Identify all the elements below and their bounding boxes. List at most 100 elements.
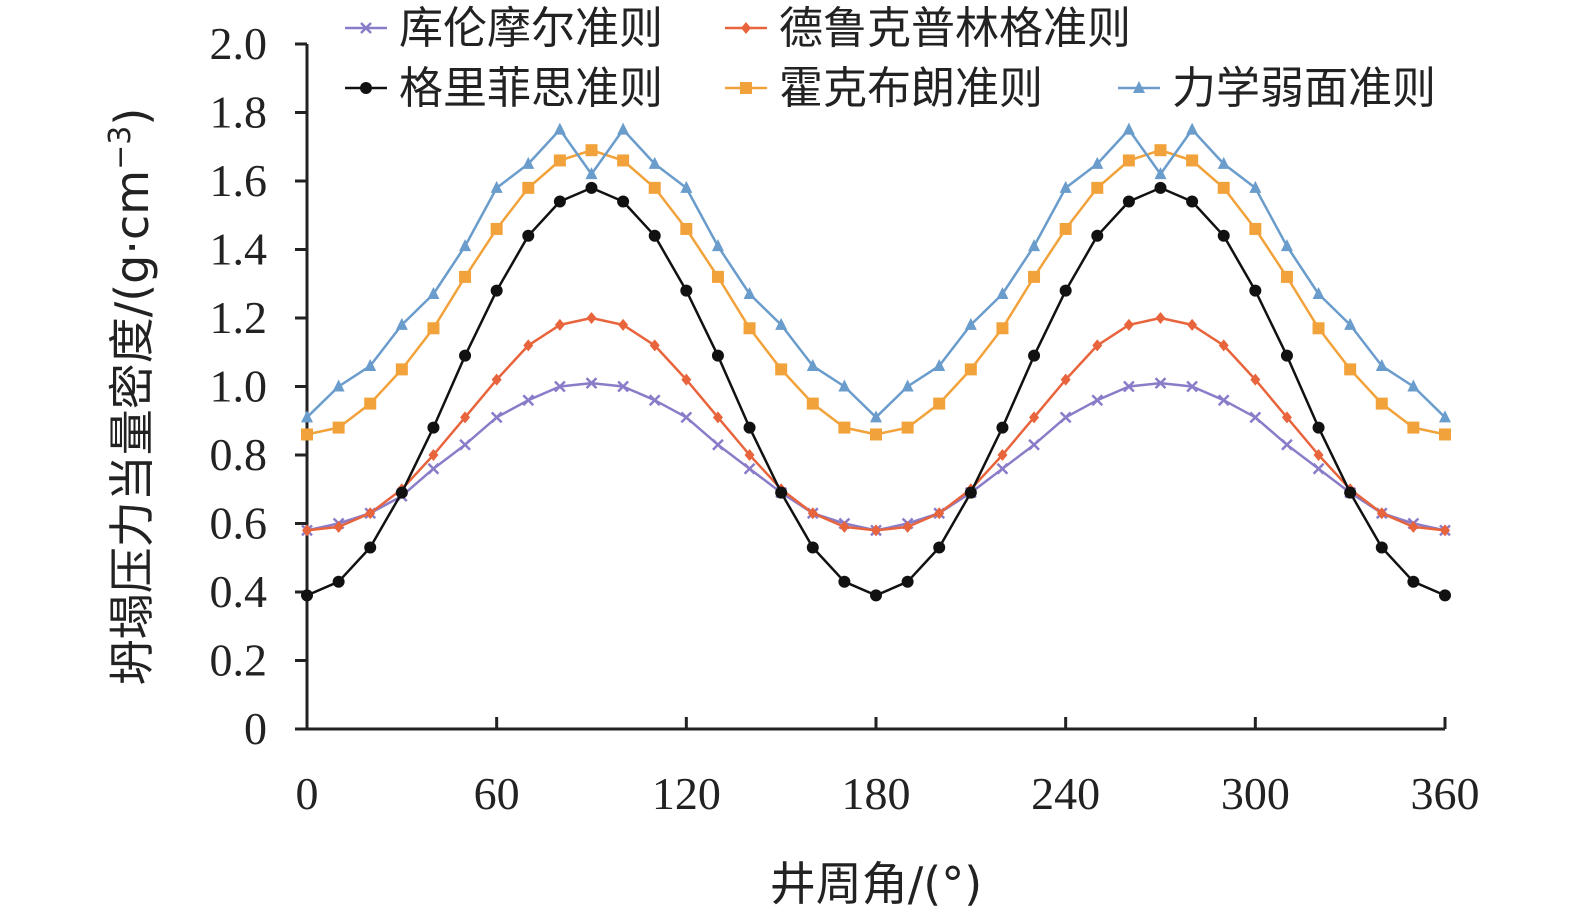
data-point (1280, 239, 1293, 252)
data-point (427, 322, 440, 335)
data-point (459, 438, 471, 451)
data-point (1439, 428, 1451, 441)
data-point (617, 380, 629, 393)
data-point (617, 122, 630, 135)
data-point (1059, 411, 1072, 424)
x-tick-label: 120 (652, 768, 721, 819)
data-point (1028, 239, 1041, 252)
data-point (649, 339, 660, 352)
legend-swatch-marker (1133, 81, 1145, 93)
data-point (1281, 411, 1292, 424)
data-point (1249, 284, 1262, 297)
data-point (1217, 394, 1230, 407)
data-point (553, 195, 566, 208)
legend-label: 德鲁克普林格准则 (779, 3, 1131, 54)
data-point (395, 486, 408, 499)
data-point (1375, 541, 1388, 554)
data-point (1186, 122, 1199, 135)
data-point (775, 317, 788, 330)
data-point (522, 156, 535, 169)
data-point (1249, 411, 1262, 424)
data-point (1091, 229, 1104, 242)
data-point (554, 318, 565, 331)
data-point (1217, 181, 1230, 194)
data-point (522, 229, 535, 242)
data-point (1029, 411, 1040, 424)
data-point (680, 180, 693, 193)
y-tick-label: 1.8 (210, 87, 268, 138)
data-point (806, 358, 819, 371)
data-point (1059, 284, 1072, 297)
data-point (997, 449, 1008, 461)
data-point (870, 428, 882, 441)
data-point (459, 270, 472, 283)
data-point (838, 575, 851, 588)
data-point (996, 462, 1009, 475)
data-point (1440, 524, 1450, 537)
data-point (428, 449, 439, 461)
data-point (585, 144, 598, 157)
legend-swatch-marker (360, 82, 372, 94)
data-point (1028, 438, 1040, 451)
data-point (933, 541, 946, 554)
data-point (1408, 520, 1419, 533)
y-tick-label: 1.4 (210, 224, 268, 275)
data-point (1312, 287, 1325, 300)
data-point (332, 421, 345, 434)
data-point (838, 421, 851, 434)
data-point (743, 322, 756, 335)
data-point (1091, 156, 1104, 169)
series-4 (301, 144, 1451, 441)
y-tick-label: 0 (244, 703, 267, 754)
data-point (491, 373, 502, 386)
data-point (1312, 421, 1325, 434)
axes: 0 0.2 0.4 0.6 0.8 1.0 1.2 1.4 1.6 1.8 2.0 0 60 120 180… (210, 18, 1480, 819)
data-point (1091, 394, 1104, 407)
data-point (681, 373, 692, 386)
y-tick-label: 0.4 (210, 566, 268, 617)
data-point (1091, 181, 1104, 194)
y-axis-title-main: 坍塌压力当量密度/(g·cm (105, 170, 159, 685)
data-point (301, 428, 313, 441)
data-point (1280, 270, 1293, 283)
data-point (1217, 229, 1230, 242)
data-point (364, 397, 377, 410)
data-point (617, 195, 630, 208)
data-point (1375, 397, 1388, 410)
data-point (680, 411, 693, 424)
data-point (1154, 377, 1167, 389)
legend-item: 霍克布朗准则 (725, 63, 1043, 114)
data-point (1123, 318, 1134, 331)
data-point (1439, 410, 1451, 423)
data-point (901, 421, 914, 434)
x-tick-label: 180 (842, 768, 911, 819)
data-point (1280, 349, 1293, 362)
data-point (1312, 322, 1325, 335)
data-point (490, 180, 503, 193)
data-point (743, 462, 756, 475)
legend-swatch-marker (360, 22, 372, 34)
y-tick-label: 1.0 (210, 361, 268, 412)
data-point (459, 349, 472, 362)
y-tick-label: 1.6 (210, 155, 268, 206)
data-point (1312, 462, 1325, 475)
data-point (427, 287, 440, 300)
data-point (585, 377, 598, 389)
data-point (1249, 222, 1262, 235)
series-line (306, 381, 1446, 532)
data-point (1186, 195, 1199, 208)
data-point (711, 270, 724, 283)
x-tick-label: 240 (1031, 768, 1100, 819)
data-point (364, 358, 377, 371)
data-point (901, 575, 914, 588)
series-3 (301, 181, 1451, 602)
y-tick-label: 0.6 (210, 498, 268, 549)
y-tick-label: 0.8 (210, 429, 268, 480)
data-point (964, 317, 977, 330)
data-point (1186, 380, 1198, 393)
legend-item: 力学弱面准则 (1118, 63, 1436, 114)
data-point (301, 410, 313, 423)
